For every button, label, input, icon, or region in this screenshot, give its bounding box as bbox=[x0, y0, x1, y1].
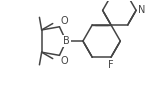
Text: N: N bbox=[138, 5, 145, 15]
Text: F: F bbox=[108, 60, 114, 70]
Text: O: O bbox=[60, 16, 68, 26]
Text: B: B bbox=[63, 36, 70, 46]
Text: O: O bbox=[60, 56, 68, 66]
